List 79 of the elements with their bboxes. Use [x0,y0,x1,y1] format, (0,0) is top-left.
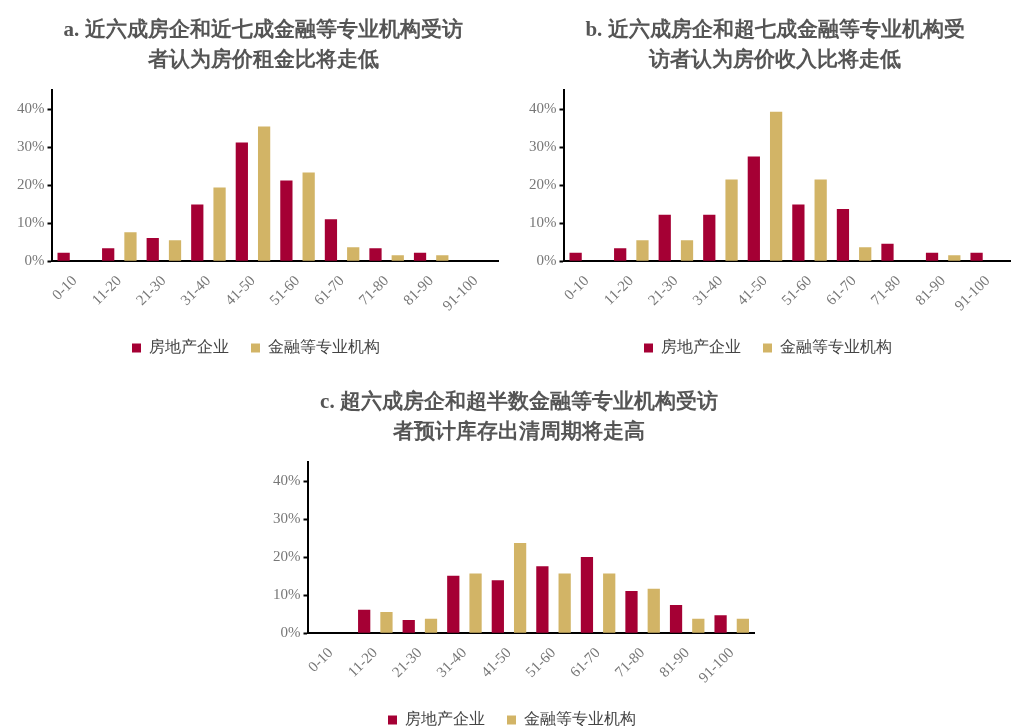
bar [647,588,660,633]
chart-title: a. 近六成房企和近七成金融等专业机构受访者认为房价租金比将走低 [63,16,463,73]
legend-label: 房地产企业 [149,338,229,356]
bar [792,204,805,261]
y-tick-label: 0% [24,252,45,269]
bar [970,252,983,261]
bar [146,238,159,261]
bar [369,248,382,261]
y-tick-label: 30% [273,510,301,527]
x-tick-label: 0-10 [560,272,592,303]
bar [814,179,827,261]
bar [235,142,248,261]
bar [436,255,449,261]
bar [769,111,783,261]
bar [580,557,594,633]
bar [491,580,504,633]
legend-label: 房地产企业 [661,338,741,356]
bar [402,619,415,633]
y-tick-label: 40% [529,99,557,116]
y-tick-label: 0% [536,252,557,269]
y-tick-label: 0% [280,624,301,641]
bar [213,187,226,261]
bar [358,609,371,633]
bar [413,252,427,261]
bar [714,615,727,633]
bar [692,618,705,633]
legend-label: 金融等专业机构 [780,338,892,356]
bar [280,180,293,261]
bar [925,252,939,261]
y-tick-label: 30% [17,138,45,155]
bar [703,214,716,261]
chart-title: b. 近六成房企和超七成金融等专业机构受访者认为房价收入比将走低 [584,16,966,73]
bar [347,247,360,261]
bar [57,252,70,261]
chart-title: c. 超六成房企和超半数金融等专业机构受访者预计库存出清周期将走高 [319,388,719,445]
bar [881,243,894,261]
y-tick-label: 30% [529,138,557,155]
bar [124,232,137,261]
bar [669,605,683,633]
y-tick-label: 40% [17,99,45,116]
legend-label: 金融等专业机构 [524,710,636,726]
bar [391,255,404,261]
bar [102,248,115,261]
bar [836,209,850,261]
x-tick-label: 0-10 [304,644,336,675]
y-tick-label: 20% [273,548,301,565]
bar [302,172,315,261]
bar [380,611,393,633]
bar [257,126,271,261]
bar [859,247,872,261]
y-tick-label: 40% [273,471,301,488]
legend-label: 金融等专业机构 [268,338,380,356]
bar [658,214,671,261]
bar [324,219,338,261]
bar [424,618,438,633]
y-tick-label: 20% [529,176,557,193]
bar [513,543,527,633]
y-tick-label: 10% [529,214,557,231]
bar [948,255,961,261]
bar [569,252,582,261]
bar [191,204,204,261]
y-tick-label: 10% [273,586,301,603]
bar [469,573,482,633]
bar [725,179,738,261]
bar [747,156,760,261]
bar [447,575,460,633]
y-tick-label: 20% [17,176,45,193]
bar [168,240,182,261]
bar [536,566,549,633]
bar [680,240,694,261]
bar [558,573,571,633]
bar [603,573,616,633]
y-tick-label: 10% [17,214,45,231]
bar [636,240,649,261]
legend-label: 房地产企业 [405,710,485,726]
bar [614,248,627,261]
x-tick-label: 0-10 [48,272,80,303]
bar [625,590,638,633]
bar [736,618,749,633]
